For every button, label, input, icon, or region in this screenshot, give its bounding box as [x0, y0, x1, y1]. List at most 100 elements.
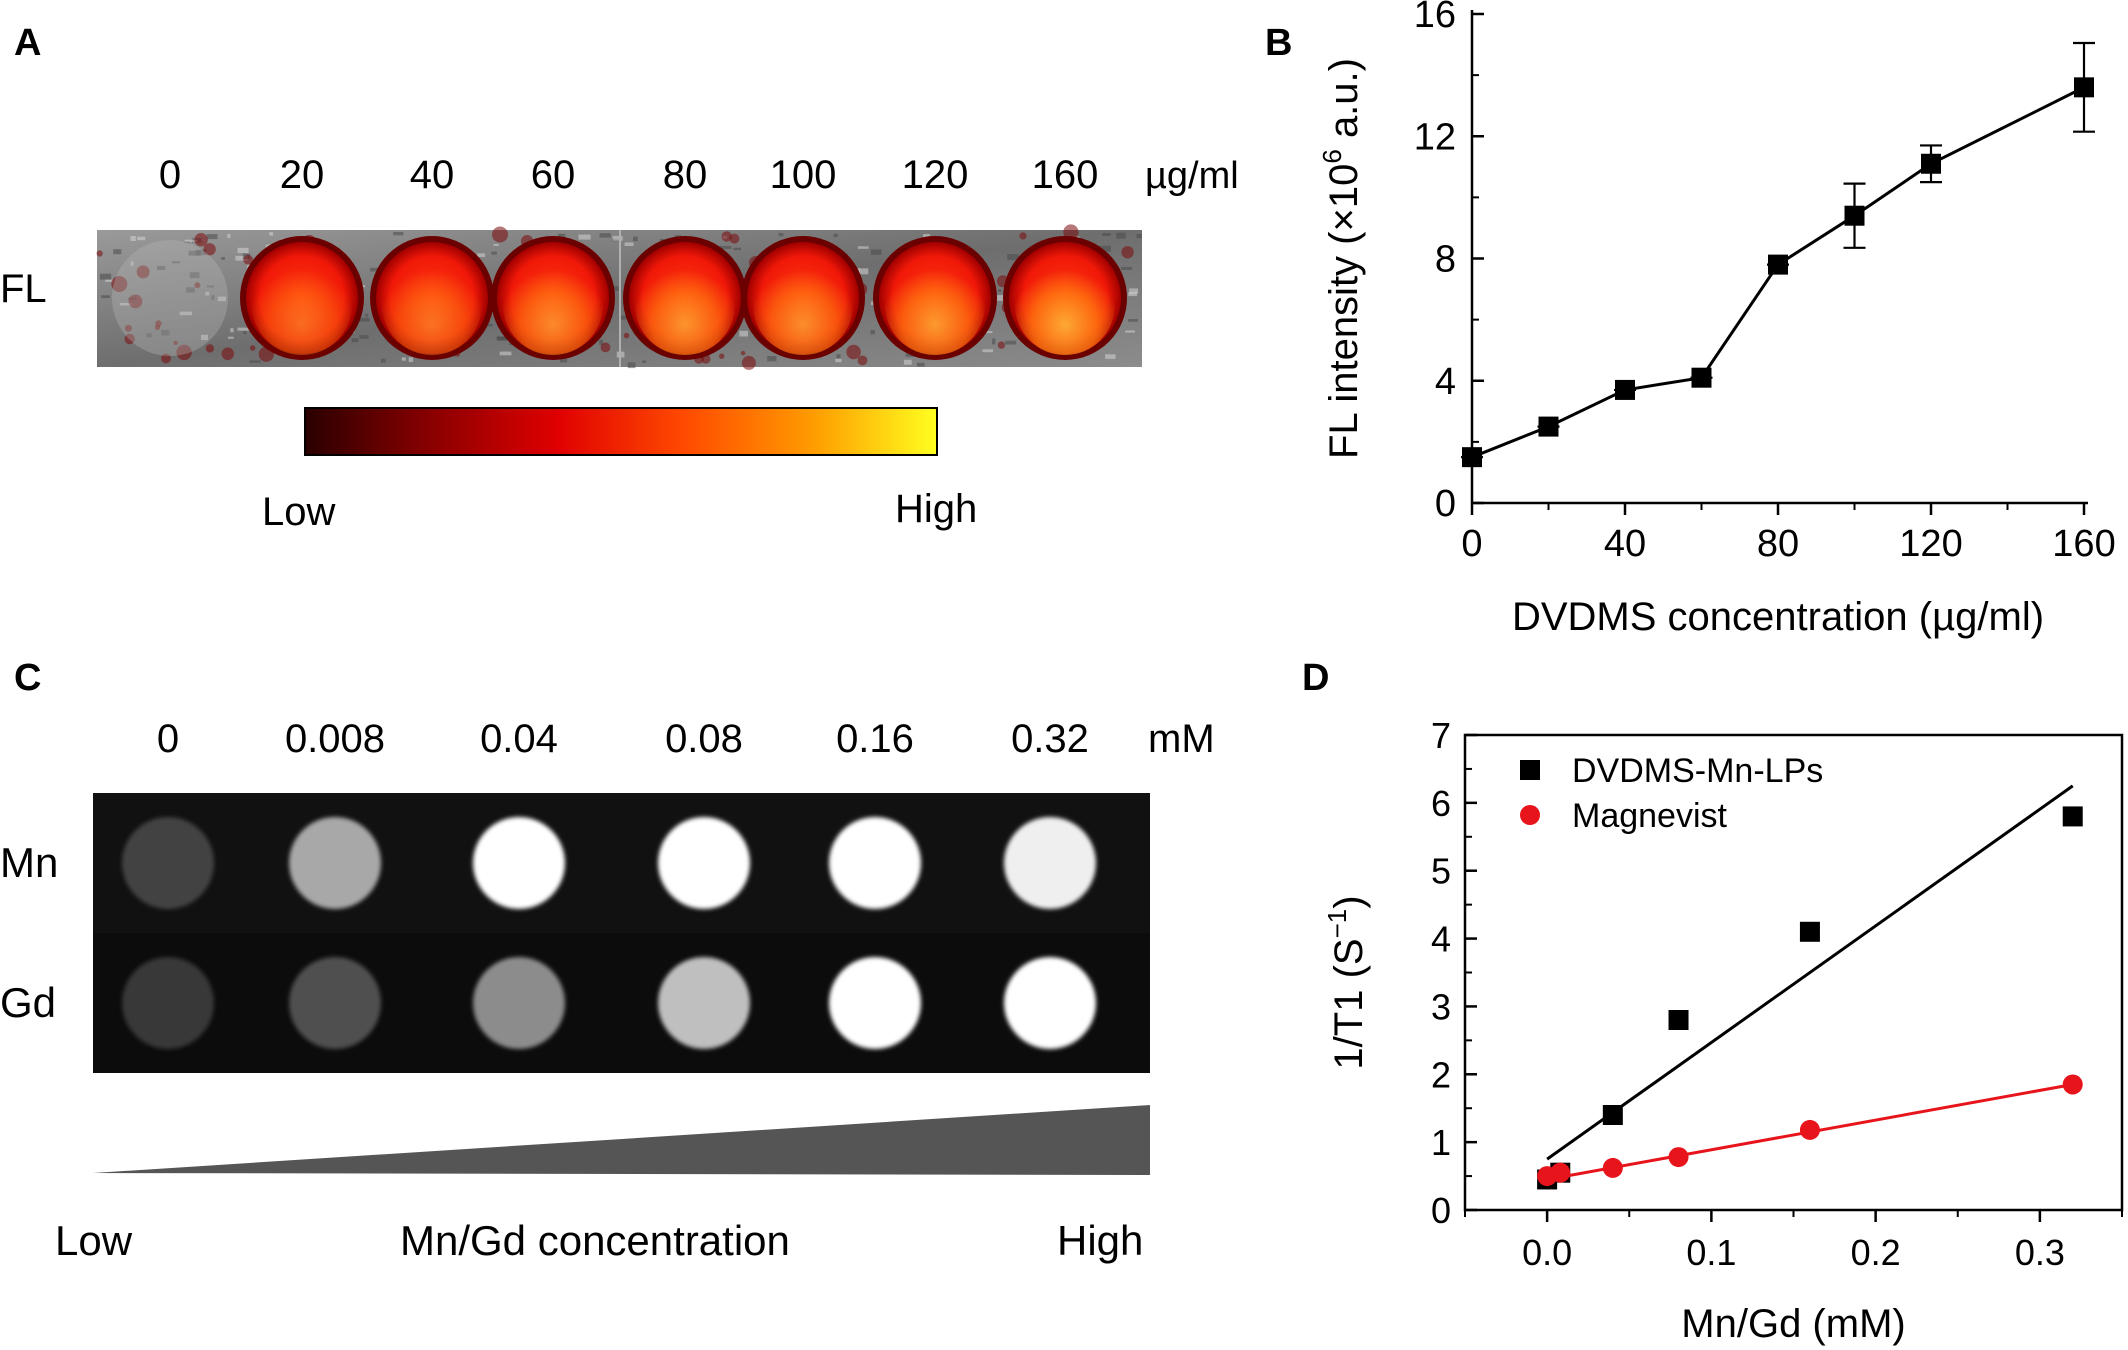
plate-texture-speck: [172, 261, 181, 264]
plate-texture-speck: [1121, 266, 1132, 270]
chart-b-x-tick-label: 160: [2052, 523, 2115, 565]
plate-texture-speck: [228, 336, 234, 339]
plate-texture-blotch: [205, 344, 215, 353]
wedge-low: Low: [55, 1217, 133, 1264]
plate-texture-speck: [599, 339, 603, 345]
plate-texture-speck: [739, 330, 748, 337]
mri-row-label: Gd: [0, 979, 56, 1026]
fl-concentration-label: 60: [531, 153, 576, 197]
chart-d-y-tick-label: 2: [1431, 1054, 1451, 1095]
plate-texture-speck: [221, 257, 225, 260]
plate-texture-speck: [207, 285, 214, 288]
mri-row-label: Mn: [0, 839, 58, 886]
chart-d-x-label: Mn/Gd (mM): [1681, 1302, 1905, 1346]
panel-c-label: C: [14, 657, 41, 699]
plate-texture-speck: [778, 233, 784, 237]
plate-texture-speck: [401, 357, 406, 361]
plate-texture-speck: [858, 268, 869, 275]
mri-phantom: [658, 957, 750, 1049]
plate-texture-speck: [137, 236, 146, 241]
plate-texture-speck: [1105, 354, 1116, 359]
plate-texture-blotch: [128, 294, 143, 309]
panel-a-row-label: FL: [0, 267, 47, 311]
plate-texture-speck: [380, 358, 386, 363]
plate-texture-speck: [201, 334, 208, 341]
fl-concentration-label: 0: [159, 153, 181, 197]
plate-texture-speck: [998, 289, 1002, 292]
fl-colorbar-low: Low: [262, 490, 335, 534]
chart-d-x-tick-label: 0.3: [2015, 1232, 2065, 1273]
chart-d-point-circle: [1668, 1147, 1689, 1168]
plate-texture-speck: [146, 333, 152, 338]
chart-d-point-circle: [2062, 1074, 2083, 1095]
fl-well-hotspot: [503, 255, 603, 355]
plate-texture-speck: [477, 253, 486, 257]
plate-texture-speck: [184, 239, 198, 243]
chart-d-point-circle: [1602, 1157, 1623, 1178]
plate-texture-speck: [1099, 245, 1111, 252]
chart-b-point: [1921, 153, 1941, 174]
chart-d-x-tick-label: 0.1: [1686, 1232, 1736, 1273]
plate-texture-speck: [195, 249, 207, 256]
chart-b-y-tick-label: 8: [1435, 239, 1456, 281]
fl-concentration-label: 80: [663, 153, 708, 197]
chart-b-y-tick-label: 12: [1414, 116, 1456, 158]
wedge-high: High: [1057, 1217, 1143, 1264]
plate-texture-speck: [720, 245, 732, 249]
chart-b-y-label: FL intensity (×106 a.u.): [1317, 58, 1366, 459]
chart-b-point: [1538, 416, 1559, 437]
plate-texture-blotch: [243, 254, 254, 265]
plate-texture-speck: [119, 302, 132, 306]
mri-phantom: [289, 957, 381, 1049]
chart-b-x-tick-label: 0: [1461, 523, 1482, 565]
plate-texture-speck: [870, 249, 882, 255]
mri-phantom: [473, 817, 565, 909]
mri-concentration-label: 0: [157, 717, 179, 761]
plate-texture-speck: [101, 295, 110, 299]
plate-texture-speck: [599, 233, 611, 238]
chart-b-point: [1844, 205, 1865, 226]
plate-texture-speck: [157, 265, 166, 270]
plate-texture-blotch: [1063, 224, 1079, 240]
plate-texture-blotch: [1121, 246, 1134, 259]
panel-d-label: D: [1302, 657, 1329, 699]
fl-concentration-label: 160: [1032, 153, 1099, 197]
plate-texture-speck: [370, 267, 383, 272]
chart-d-legend-label: DVDMS-Mn-LPs: [1572, 752, 1823, 790]
plate-texture-speck: [185, 287, 195, 293]
chart-d-point-square: [1668, 1010, 1689, 1030]
plate-texture-speck: [1005, 340, 1017, 345]
plate-texture-speck: [243, 331, 247, 335]
concentration-wedge: [93, 1105, 1150, 1175]
panel-a-unit: µg/ml: [1145, 155, 1239, 197]
plate-texture-speck: [903, 359, 912, 365]
wedge-middle: Mn/Gd concentration: [400, 1217, 790, 1264]
plate-texture-speck: [578, 234, 591, 240]
plate-texture-blotch: [161, 353, 171, 364]
chart-b-series-line: [1471, 86, 2085, 459]
plate-texture-speck: [835, 358, 842, 363]
chart-d-y-tick-label: 1: [1431, 1122, 1451, 1163]
chart-d-x-tick-label: 0.2: [1851, 1232, 1901, 1273]
plate-texture-speck: [982, 349, 994, 353]
plate-texture-speck: [130, 261, 134, 266]
plate-texture-speck: [205, 291, 210, 296]
plate-texture-speck: [206, 234, 218, 240]
chart-b-point: [1615, 379, 1635, 400]
plate-texture-blotch: [729, 233, 740, 244]
chart-d-point-square: [1799, 921, 1820, 942]
plate-texture-speck: [624, 242, 634, 246]
plate-texture-blotch: [600, 342, 611, 353]
chart-d-legend-marker: [1520, 760, 1540, 780]
plate-texture-blotch: [250, 345, 256, 351]
plate-texture-speck: [1129, 288, 1138, 294]
chart-d-y-tick-label: 0: [1431, 1190, 1451, 1231]
plate-texture-blotch: [1019, 232, 1027, 240]
chart-d-y-label: 1/T1 (S−1): [1322, 895, 1371, 1069]
plate-texture-speck: [99, 273, 112, 280]
plate-texture-blotch: [155, 320, 162, 327]
chart-d-y-tick-label: 5: [1431, 851, 1451, 892]
